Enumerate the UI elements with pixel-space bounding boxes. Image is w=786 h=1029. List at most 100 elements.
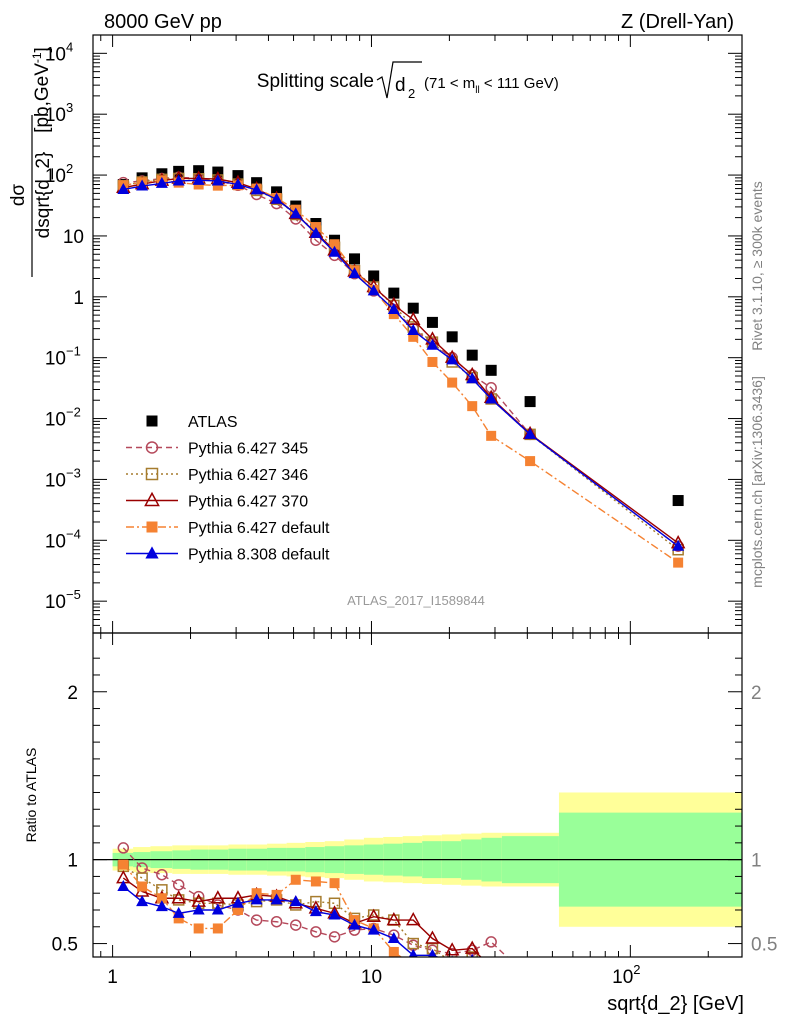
x-tick-label: 10 — [361, 967, 382, 988]
series-pythia-8-308-default — [117, 173, 685, 551]
data-point — [155, 176, 168, 188]
y-tick-label: 10 — [63, 227, 84, 248]
ratio-uncertainty-bands — [93, 792, 742, 927]
series-line — [123, 177, 679, 544]
ratio-point — [270, 915, 283, 928]
legend: ATLAS Pythia 6.427 345 Pythia 6.427 346 Pyt… — [126, 414, 330, 564]
data-point — [211, 174, 224, 186]
legend-item-pythia-8-308-default: Pythia 8.308 default — [126, 546, 330, 564]
data-point — [467, 401, 478, 412]
data-point — [673, 557, 684, 568]
title-mass-range-post: < 111 GeV) — [480, 75, 559, 92]
process-label: Z (Drell-Yan) — [621, 11, 734, 33]
ratio-point — [232, 904, 243, 915]
ratio-point — [270, 893, 283, 905]
ratio-point — [427, 986, 437, 996]
data-point — [446, 353, 459, 365]
ratio-point — [464, 940, 480, 954]
data-point — [446, 331, 458, 343]
data-point — [329, 239, 340, 250]
ratio-point — [172, 879, 185, 891]
data-point — [524, 427, 537, 439]
ratio-line — [122, 865, 474, 957]
rivet-version-label: Rivet 3.1.10, ≥ 300k events — [749, 181, 765, 351]
ratio-point — [467, 999, 477, 1009]
main-y-axis-label: dσ dsqrt{d_2} [pb,GeV-1] — [8, 47, 54, 277]
data-point — [426, 338, 439, 350]
ratio-point — [366, 908, 381, 922]
title-text: Splitting scale — [257, 71, 374, 92]
ratio-point — [485, 961, 497, 972]
ratio-y-tick-label: 0.5 — [52, 935, 78, 956]
series-line — [123, 176, 679, 547]
series-line — [123, 179, 679, 547]
ratio-point — [444, 942, 460, 956]
x-tick-label: 102 — [612, 962, 640, 988]
ratio-point — [290, 919, 302, 931]
legend-label: Pythia 6.427 345 — [188, 441, 308, 458]
y-tick-label-exp: −2 — [66, 405, 81, 420]
ratio-point — [525, 974, 535, 984]
ratio-line — [122, 864, 403, 957]
ratio-point — [192, 903, 205, 915]
ratio-point — [328, 931, 341, 943]
ratio-y-tick-label: 2 — [67, 683, 78, 704]
data-point — [524, 396, 536, 408]
ratio-point — [425, 930, 440, 944]
ratio-point — [525, 1006, 535, 1016]
legend-label: Pythia 6.427 370 — [188, 494, 308, 511]
ratio-point — [211, 903, 224, 915]
data-point — [172, 174, 185, 186]
data-point — [485, 392, 498, 404]
main-plot-series — [116, 165, 686, 568]
ratio-point — [193, 923, 204, 934]
ratio-plot-series — [116, 842, 535, 1016]
data-point — [367, 284, 380, 296]
y-tick-label-exp: 4 — [66, 39, 73, 54]
data-point — [427, 356, 438, 367]
ratio-point — [310, 876, 321, 887]
data-point — [388, 287, 400, 299]
y-label-units: [pb,GeV-1] — [30, 47, 53, 133]
legend-item-pythia-6-427-346: Pythia 6.427 346 — [126, 467, 308, 484]
ratio-point — [405, 912, 421, 926]
data-point — [388, 309, 399, 320]
legend-label: ATLAS — [188, 414, 238, 431]
ratio-point — [367, 923, 380, 935]
main-title: Splitting scale d 2 (71 < mll < 111 GeV) — [257, 61, 559, 101]
ratio-point — [388, 946, 399, 957]
legend-label: Pythia 6.427 default — [188, 520, 330, 537]
data-point — [250, 183, 263, 195]
data-point — [368, 270, 380, 282]
data-point — [231, 177, 244, 189]
ratio-point — [446, 956, 458, 957]
legend-marker — [144, 491, 160, 507]
ratio-point — [485, 936, 497, 948]
data-point — [466, 349, 478, 361]
y-tick-label-exp: 3 — [66, 100, 73, 115]
title-mass-range-sub: ll — [475, 85, 479, 96]
data-point — [447, 377, 458, 388]
title-mass-range-pre: (71 < m — [424, 75, 475, 92]
ratio-point — [156, 868, 168, 881]
ratio-point — [485, 971, 497, 982]
y-label-units-close: ] — [32, 47, 53, 52]
data-point — [672, 539, 685, 551]
y-tick-label-exp: −4 — [66, 526, 81, 541]
title-sqrt-symbol: d — [395, 75, 406, 96]
ratio-point — [329, 878, 340, 889]
y-tick-label: 10−4 — [45, 526, 81, 552]
ratio-point — [328, 908, 341, 920]
title-sqrt-subscript: 2 — [408, 86, 415, 101]
y-tick-label: 10−2 — [45, 405, 81, 431]
legend-item-atlas: ATLAS — [146, 414, 238, 431]
legend-label: Pythia 6.427 346 — [188, 467, 308, 484]
ratio-series-pythia-6-427-370 — [116, 870, 497, 972]
legend-marker — [146, 521, 158, 533]
ratio-point — [525, 974, 535, 984]
data-point — [407, 323, 420, 335]
ratio-point — [408, 960, 418, 970]
data-point — [387, 302, 400, 314]
ratio-point — [136, 895, 149, 907]
x-axis-label: sqrt{d_2} [GeV] — [607, 993, 744, 1015]
